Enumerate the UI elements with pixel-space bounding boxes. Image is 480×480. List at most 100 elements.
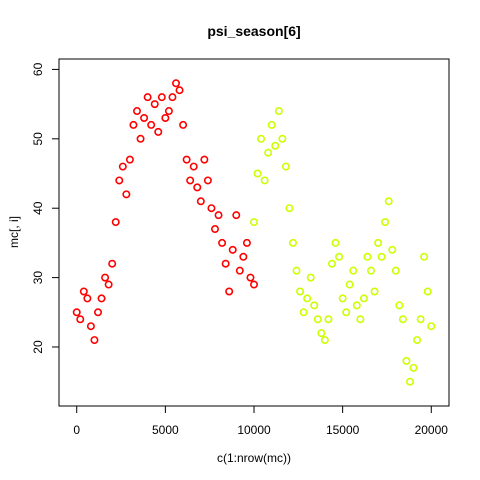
series-2-point (296, 287, 305, 296)
series-1-point (104, 280, 113, 289)
series-2-point (288, 238, 297, 247)
series-2-point (405, 377, 414, 386)
series-2-point (313, 315, 322, 324)
x-tick-label: 5000 (152, 423, 179, 437)
series-2-point (398, 315, 407, 324)
series-2-point (356, 315, 365, 324)
series-1-point (161, 113, 170, 122)
series-1-point (225, 287, 234, 296)
series-1-point (179, 120, 188, 129)
series-1-point (196, 197, 205, 206)
x-tick-label: 15000 (326, 423, 360, 437)
series-1-point (164, 107, 173, 116)
series-1-point (218, 238, 227, 247)
series-1-point (72, 308, 81, 317)
series-1-point (86, 322, 95, 331)
series-2-point (292, 266, 301, 275)
series-1-point (143, 93, 152, 102)
series-2-point (409, 363, 418, 372)
series-2-point (349, 266, 358, 275)
series-1-point (76, 315, 85, 324)
series-1-point (150, 100, 159, 109)
y-tick-label: 60 (31, 62, 45, 76)
series-2-point (281, 162, 290, 171)
series-2-point (327, 259, 336, 268)
series-1-point (211, 225, 220, 234)
series-2-point (374, 238, 383, 247)
series-1-point (175, 86, 184, 95)
series-2-point (264, 148, 273, 157)
y-tick-label: 20 (31, 340, 45, 354)
series-1-point (189, 162, 198, 171)
y-tick-label: 40 (31, 201, 45, 215)
series-2-point (278, 134, 287, 143)
series-1-point (94, 308, 103, 317)
series-1-point (101, 273, 110, 282)
series-2-point (320, 336, 329, 345)
series-1-point (214, 211, 223, 220)
series-1-point (97, 294, 106, 303)
series-1-point (182, 155, 191, 164)
series-1-point (235, 266, 244, 275)
series-2-point (253, 169, 262, 178)
series-1-point (207, 204, 216, 213)
series-1-point (136, 134, 145, 143)
y-tick-label: 30 (31, 271, 45, 285)
series-2-point (359, 294, 368, 303)
series-1-point (193, 183, 202, 192)
y-axis: 20 30 40 50 60 (31, 62, 60, 354)
x-tick-label: 0 (73, 423, 80, 437)
series-2-point (310, 301, 319, 310)
series-2-point (370, 287, 379, 296)
series-2-point (267, 120, 276, 129)
series-1-point (147, 120, 156, 129)
series-2-point (423, 287, 432, 296)
series-2-point (260, 176, 269, 185)
series-1-point (232, 211, 241, 220)
series-2-point (363, 252, 372, 261)
series-2-point (303, 294, 312, 303)
series-1-point (250, 280, 259, 289)
series-1-point (140, 113, 149, 122)
series-1-point (239, 252, 248, 261)
series-2-point (391, 266, 400, 275)
series-2-point (250, 218, 259, 227)
series-2-point (384, 197, 393, 206)
series-1-point (79, 287, 88, 296)
series-1-point (108, 259, 117, 268)
series-2-point (345, 280, 354, 289)
series-2-point (388, 245, 397, 254)
series-1-point (172, 79, 181, 88)
y-tick-label: 50 (31, 132, 45, 146)
series-1-point (83, 294, 92, 303)
series-2-point (324, 315, 333, 324)
series-1-point (246, 273, 255, 282)
x-tick-label: 10000 (237, 423, 271, 437)
chart-marks (72, 79, 436, 386)
series-2-point (342, 308, 351, 317)
series-1-point (154, 127, 163, 136)
series-1-point (157, 93, 166, 102)
series-2-point (257, 134, 266, 143)
series-2-point (395, 301, 404, 310)
series-1-point (221, 259, 230, 268)
series-2-point (271, 141, 280, 150)
series-2-point (413, 336, 422, 345)
series-1-point (200, 155, 209, 164)
series-1-point (115, 176, 124, 185)
x-axis: 0 5000 10000 15000 20000 (73, 405, 449, 437)
x-tick-label: 20000 (415, 423, 449, 437)
series-2-point (285, 204, 294, 213)
series-1-point (242, 238, 251, 247)
series-1-point (125, 155, 134, 164)
series-1-point (168, 93, 177, 102)
series-2-point (299, 308, 308, 317)
series-1-point (203, 176, 212, 185)
series-2-point (377, 252, 386, 261)
series-2-point (331, 238, 340, 247)
series-1-point (111, 218, 120, 227)
series-2-point (352, 301, 361, 310)
series-2-point (274, 107, 283, 116)
series-1-point (118, 162, 127, 171)
